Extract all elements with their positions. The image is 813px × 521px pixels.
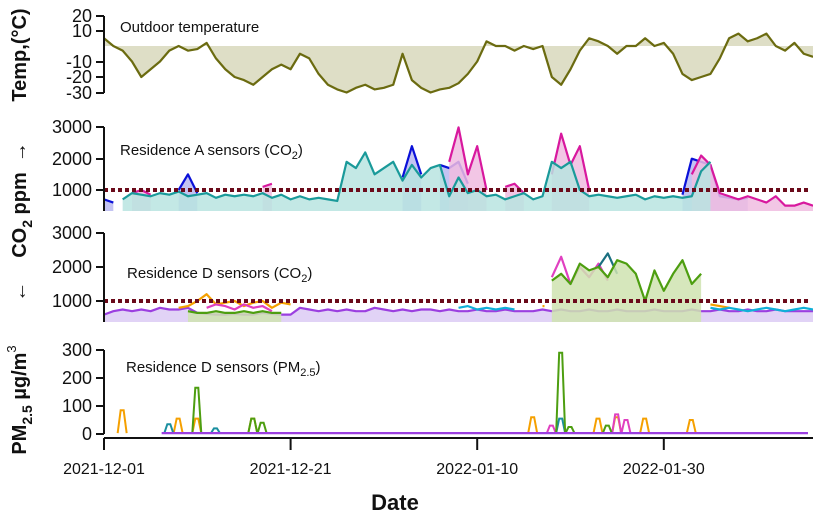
y-tick-label-pm25: 300 (62, 340, 92, 360)
y-axis-label-temperature: Temp,(°C) (9, 8, 31, 101)
annotation-residence-a-co2: Residence A sensors (CO2) (120, 142, 303, 162)
pm25-spike-2 (545, 424, 557, 434)
pm25-spike-0 (592, 417, 604, 434)
series-line-co2_d-5 (187, 310, 282, 314)
y-tick-label-temp: 20 (72, 6, 92, 26)
y-tick-label-pm25: 0 (82, 424, 92, 444)
series-area-co2_d-5 (551, 260, 702, 322)
series-area-temp-0 (104, 33, 813, 93)
pm25-spike-0 (639, 417, 651, 434)
annotation-residence-d-pm25: Residence D sensors (PM2.5) (126, 359, 321, 379)
pm25-spike-0 (191, 417, 203, 434)
series-line-co2_a-1 (690, 154, 813, 207)
pm25-spike-0 (172, 417, 184, 434)
y-tick-label-co2_d: 1000 (52, 291, 92, 311)
series-line-co2_a-0 (401, 145, 423, 178)
annotation-outdoor-temperature: Outdoor temperature (120, 19, 259, 36)
pm25-spike-1 (210, 427, 221, 434)
x-axis-label: Date (371, 490, 419, 515)
y-tick-label-pm25: 100 (62, 396, 92, 416)
pm25-spike-3 (555, 351, 567, 434)
series-area-co2_d-5 (187, 311, 282, 322)
series-line-temp-0 (103, 32, 813, 94)
x-tick-label: 2021-12-01 (63, 461, 145, 478)
pm25-spike-2 (611, 413, 623, 434)
series-line-co2_d-1 (710, 303, 730, 309)
y-axis-label-co2: ←CO2 ppm→ (9, 142, 35, 302)
x-tick-label: 2021-12-21 (250, 461, 332, 478)
series-line-co2_a-0 (177, 173, 199, 194)
y-tick-label-co2_d: 3000 (52, 223, 92, 243)
series-area-co2_a-1 (691, 155, 813, 211)
x-tick-label: 2022-01-30 (623, 461, 705, 478)
y-tick-label-pm25: 200 (62, 368, 92, 388)
pm25-spike-0 (116, 409, 128, 434)
y-tick-label-temp: -10 (66, 52, 92, 72)
series-line-co2_a-1 (262, 182, 273, 188)
series-line-co2_d-3 (206, 303, 273, 313)
pm25-spike-3 (564, 426, 576, 434)
pm25-spike-0 (685, 419, 697, 434)
y-tick-label-co2_d: 2000 (52, 257, 92, 277)
y-tick-label-temp: -30 (66, 83, 92, 103)
pm25-spike-2 (620, 419, 632, 434)
y-axis-label-pm25: PM2.5 µg/m3 (4, 345, 35, 454)
pm25-spike-0 (527, 416, 539, 434)
series-line-co2_a-0 (103, 198, 114, 204)
y-tick-label-co2_a: 1000 (52, 180, 92, 200)
annotation-residence-d-co2: Residence D sensors (CO2) (127, 265, 312, 285)
series-line-co2_a-2 (122, 151, 712, 203)
pm25-spike-3 (601, 424, 613, 434)
x-tick-label: 2022-01-10 (436, 461, 518, 478)
y-tick-label-temp: -20 (66, 67, 92, 87)
series-line-co2_d-2 (458, 305, 515, 311)
pm25-spike-3 (191, 386, 203, 434)
pm25-spike-1 (555, 417, 567, 434)
series-line-co2_d-2 (710, 306, 813, 313)
pm25-spike-1 (163, 423, 175, 434)
pm25-spike-3 (247, 417, 259, 434)
y-tick-label-co2_a: 3000 (52, 117, 92, 137)
series-line-co2_a-1 (448, 126, 488, 191)
pm25-spike-3 (256, 421, 268, 434)
y-tick-label-co2_a: 2000 (52, 149, 92, 169)
y-tick-label-temp: 10 (72, 21, 92, 41)
series-line-co2_d-5 (551, 259, 702, 303)
